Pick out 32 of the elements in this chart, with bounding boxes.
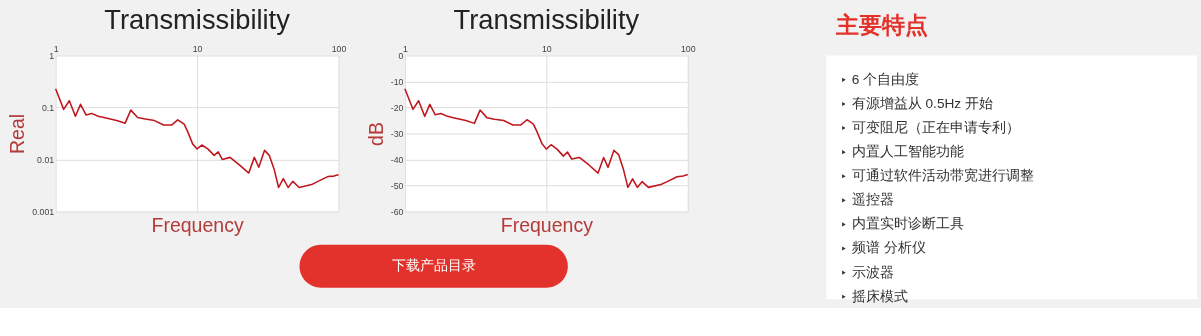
text: 摇床模式 bbox=[851, 288, 908, 304]
x-tick-label: 10 bbox=[192, 44, 203, 55]
chart-title: Transmissibility bbox=[104, 4, 291, 36]
text: 频谱 分析仪 bbox=[851, 240, 926, 256]
text: 可变阻尼（正在申请专利） bbox=[851, 119, 1020, 135]
chart-title: Transmissibility bbox=[453, 4, 640, 36]
text: 6 个自由度 bbox=[851, 71, 920, 87]
y-axis-title: dB bbox=[364, 122, 387, 146]
text: 有源增益从 0.5Hz 开始 bbox=[851, 95, 993, 111]
x-tick-label: 10 bbox=[541, 44, 552, 55]
y-tick-label: -10 bbox=[390, 76, 404, 87]
text: 遥控器 bbox=[851, 192, 894, 208]
y-tick-label: -30 bbox=[390, 128, 404, 139]
x-tick-label: 100 bbox=[680, 44, 696, 55]
y-tick-label: -50 bbox=[390, 180, 404, 191]
text: 主要特点 bbox=[835, 12, 929, 39]
y-axis-title: Real bbox=[6, 113, 29, 155]
y-tick-label: 0.01 bbox=[37, 154, 55, 165]
text: 内置人工智能功能 bbox=[851, 144, 964, 160]
x-axis-title: Frequency bbox=[151, 213, 244, 236]
text: 下载产品目录 bbox=[392, 258, 477, 274]
y-tick-label: 0 bbox=[398, 50, 404, 61]
x-axis-title: Frequency bbox=[500, 213, 594, 236]
text: 示波器 bbox=[851, 264, 894, 280]
text: 可通过软件活动带宽进行调整 bbox=[851, 168, 1034, 184]
y-tick-label: -40 bbox=[390, 154, 404, 165]
y-tick-label: 0.001 bbox=[32, 206, 55, 217]
text: 内置实时诊断工具 bbox=[851, 216, 964, 232]
y-tick-label: -60 bbox=[390, 206, 404, 217]
y-tick-label: -20 bbox=[390, 102, 404, 113]
x-tick-label: 100 bbox=[331, 44, 347, 55]
y-tick-label: 0.1 bbox=[41, 102, 55, 113]
